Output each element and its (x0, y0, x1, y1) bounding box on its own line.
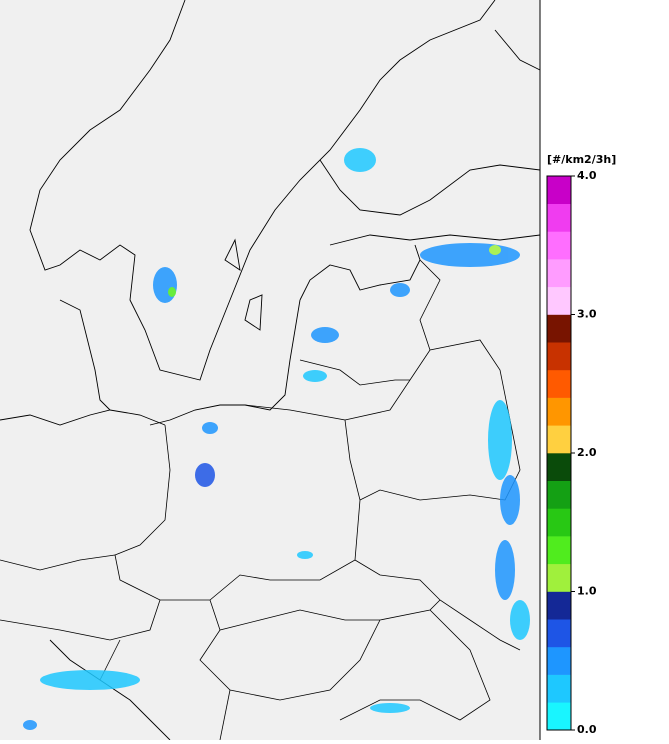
colorbar-tick-label: 0.0 (577, 723, 597, 736)
colorbar-tick-label: 3.0 (577, 308, 597, 321)
colorbar-segment (547, 674, 571, 703)
colorbar-segment (547, 231, 571, 260)
map-background (0, 0, 540, 740)
lightning-density-blobs (23, 148, 530, 730)
colorbar-segment (547, 397, 571, 426)
colorbar-segment (547, 176, 571, 204)
colorbar-label: [#/km2/3h] (547, 153, 616, 166)
colorbar-segment (547, 536, 571, 565)
colorbar-segment (547, 369, 571, 398)
colorbar-segment (547, 619, 571, 648)
colorbar-tick-label: 2.0 (577, 446, 597, 459)
colorbar-segment (547, 203, 571, 232)
colorbar-segment (547, 453, 571, 481)
colorbar-segment (547, 480, 571, 509)
colorbar-segment (547, 508, 571, 537)
colorbar-tick-label: 4.0 (577, 169, 597, 182)
colorbar-segment (547, 563, 571, 592)
coastlines (0, 0, 541, 741)
colorbar-segment (547, 259, 571, 288)
colorbar-segment (547, 286, 571, 315)
colorbar-segment (547, 702, 571, 731)
colorbar-segment (547, 425, 571, 454)
colorbar-segment (547, 314, 571, 343)
colorbar-tick-label: 1.0 (577, 585, 597, 598)
colorbar-segment (547, 342, 571, 371)
colorbar-segment (547, 646, 571, 675)
colorbar-segment (547, 591, 571, 620)
